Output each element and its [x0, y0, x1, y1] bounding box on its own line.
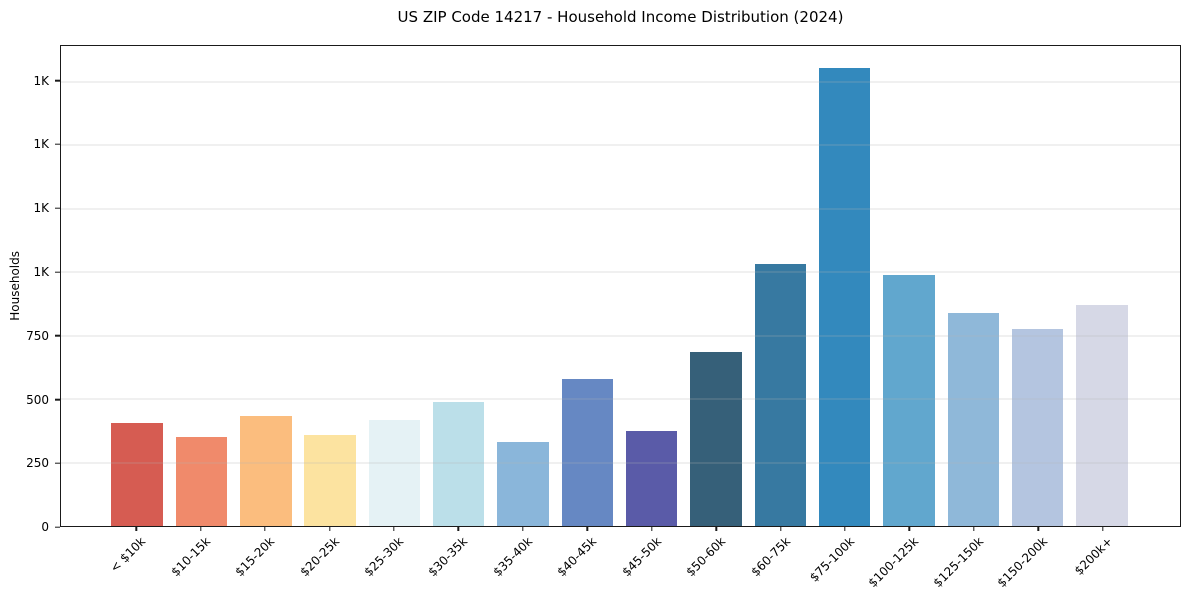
y-tick-label: 1K	[33, 73, 49, 88]
bar-slot	[748, 46, 812, 526]
bar-slot	[620, 46, 684, 526]
y-tick-label: 1K	[33, 201, 49, 216]
x-tick-mark	[651, 526, 653, 531]
bars-layer	[61, 46, 1180, 526]
bar-$15-20k	[240, 415, 292, 526]
bar-slot	[877, 46, 941, 526]
y-tick-mark	[55, 398, 60, 401]
bar-$30-35k	[433, 401, 485, 526]
y-axis-ticks: 0 250 500 750 1K 1K 1K 1K	[0, 45, 60, 533]
x-tick-mark	[457, 526, 460, 531]
x-tick-mark	[779, 526, 782, 531]
bar-slot	[105, 46, 169, 526]
bar-$50-60k	[690, 351, 742, 526]
bar-$45-50k	[625, 431, 678, 526]
y-tick-label: 750	[26, 328, 49, 343]
bar-slot	[1070, 46, 1134, 526]
x-tick-mark	[199, 526, 202, 531]
bar-slot	[234, 46, 298, 526]
x-tick-mark	[264, 526, 266, 531]
x-tick-mark	[1037, 526, 1040, 531]
y-tick-label: 250	[26, 456, 49, 471]
bar-slot	[941, 46, 1005, 526]
bar-< $10k	[111, 423, 163, 526]
y-tick-label: 1K	[33, 137, 49, 152]
x-tick-mark	[135, 526, 137, 531]
x-tick-mark	[844, 526, 846, 531]
y-tick-mark	[55, 462, 60, 464]
bar-$35-40k	[497, 442, 549, 526]
x-tick-mark	[715, 526, 717, 531]
bar-$200k+	[1076, 304, 1128, 526]
y-tick-label: 500	[26, 392, 49, 407]
bar-$60-75k	[754, 264, 806, 526]
x-tick-mark	[328, 526, 331, 531]
bar-slot	[298, 46, 362, 526]
x-tick-mark	[586, 526, 588, 531]
y-tick-mark	[55, 207, 60, 209]
bar-$125-150k	[947, 313, 999, 526]
bar-$40-45k	[561, 378, 614, 526]
x-tick-mark	[908, 526, 911, 531]
x-tick-label: < $10k	[107, 534, 149, 576]
y-tick-mark	[55, 526, 60, 528]
bar-slot	[491, 46, 555, 526]
bar-$75-100k	[818, 67, 871, 526]
bar-$100-125k	[883, 274, 935, 526]
bar-slot	[362, 46, 426, 526]
x-tick-mark	[522, 526, 524, 531]
bar-slot	[812, 46, 876, 526]
bar-$20-25k	[304, 435, 356, 526]
plot-area	[60, 45, 1181, 527]
x-tick-mark	[1102, 526, 1104, 531]
y-tick-mark	[55, 271, 60, 273]
x-axis-ticks: < $10k $10-15k $15-20k $20-25k $25-30k $30-35…	[60, 526, 1181, 590]
chart-title: US ZIP Code 14217 - Household Income Dis…	[397, 8, 844, 26]
y-tick-label: 1K	[33, 264, 49, 279]
bar-slot	[169, 46, 233, 526]
bar-$25-30k	[368, 419, 421, 526]
y-tick-label: 0	[41, 520, 49, 534]
bar-slot	[1005, 46, 1069, 526]
bar-slot	[427, 46, 491, 526]
x-tick-mark	[393, 526, 395, 531]
bar-$150-200k	[1011, 329, 1064, 526]
x-tick-mark	[973, 526, 975, 531]
bar-slot	[684, 46, 748, 526]
y-tick-mark	[55, 143, 60, 146]
y-tick-mark	[55, 80, 60, 82]
bar-slot	[555, 46, 619, 526]
bar-$10-15k	[175, 437, 228, 526]
y-tick-mark	[55, 335, 60, 337]
